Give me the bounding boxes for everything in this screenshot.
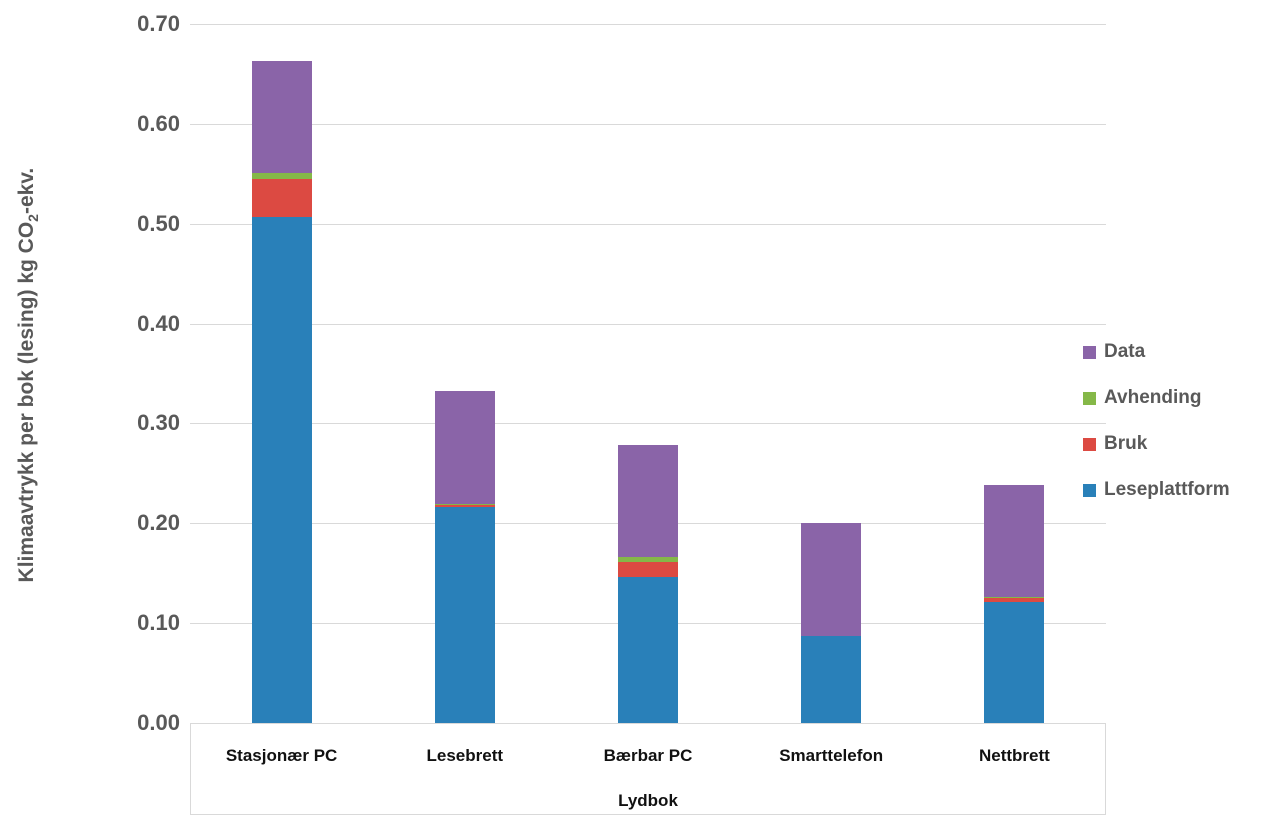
legend-label-avhending: Avhending xyxy=(1104,387,1202,408)
bar-segment-bruk-2 xyxy=(434,505,495,508)
gridline xyxy=(190,123,1106,125)
y-tick-label: 0.50 xyxy=(137,210,180,236)
category-label-4: Smarttelefon xyxy=(779,746,884,765)
y-tick-label: 0.70 xyxy=(137,11,180,36)
bar-segment-data-5 xyxy=(984,485,1045,598)
bar-segment-leseplattform-4 xyxy=(801,636,862,723)
x-axis-title: Lydbok xyxy=(618,791,678,810)
legend-swatch-avhending xyxy=(1083,391,1096,405)
bar-segment-leseplattform-2 xyxy=(434,507,495,723)
category-axis-box xyxy=(190,723,1106,815)
bar-segment-avhending-5 xyxy=(984,597,1045,599)
legend-swatch-data xyxy=(1083,345,1096,359)
gridline xyxy=(190,423,1106,425)
legend-label-leseplattform: Leseplattform xyxy=(1104,479,1230,500)
gridline xyxy=(190,223,1106,225)
y-axis-title-subscript: 2 xyxy=(25,214,42,222)
y-tick-label: 0.30 xyxy=(137,410,180,436)
bar-segment-avhending-1 xyxy=(251,172,312,179)
legend-label-bruk: Bruk xyxy=(1104,433,1148,454)
bar-segment-data-2 xyxy=(434,391,495,505)
category-label-2: Lesebrett xyxy=(426,746,504,765)
y-axis-title: Klimaavtrykk per bok (lesing) kg CO2-ekv… xyxy=(15,95,41,655)
legend-item-bruk: Bruk xyxy=(1083,433,1147,455)
bar-segment-leseplattform-5 xyxy=(984,602,1045,723)
y-tick-label: 0.00 xyxy=(137,710,180,735)
y-axis-title-main: Klimaavtrykk per bok (lesing) kg CO xyxy=(14,221,38,583)
bar-segment-bruk-5 xyxy=(984,598,1045,603)
y-tick-label: 0.20 xyxy=(137,510,180,536)
y-tick-label: 0.10 xyxy=(137,610,180,636)
legend-item-leseplattform: Leseplattform xyxy=(1083,479,1230,501)
category-label-5: Nettbrett xyxy=(978,746,1050,765)
legend-swatch-bruk xyxy=(1083,437,1096,451)
bar-segment-avhending-3 xyxy=(618,557,678,563)
legend-swatch-leseplattform xyxy=(1083,483,1096,497)
gridline xyxy=(190,323,1106,325)
gridline xyxy=(190,24,1106,25)
bar-segment-data-3 xyxy=(618,445,678,558)
bar-segment-bruk-1 xyxy=(251,178,312,217)
legend-label-data: Data xyxy=(1104,341,1146,362)
legend-item-avhending: Avhending xyxy=(1083,387,1201,409)
bar-segment-leseplattform-1 xyxy=(251,216,312,723)
bar-segment-leseplattform-3 xyxy=(618,577,678,723)
legend-item-data: Data xyxy=(1083,341,1145,363)
y-tick-label: 0.40 xyxy=(137,310,180,336)
bar-segment-bruk-3 xyxy=(618,562,678,578)
y-axis-title-tail: -ekv. xyxy=(14,167,38,215)
bar-segment-data-4 xyxy=(801,523,862,637)
category-label-3: Bærbar PC xyxy=(603,746,693,765)
bar-segment-avhending-2 xyxy=(434,504,495,506)
category-label-1: Stasjonær PC xyxy=(225,746,338,765)
bar-segment-data-1 xyxy=(251,60,312,173)
y-tick-label: 0.60 xyxy=(137,110,180,136)
